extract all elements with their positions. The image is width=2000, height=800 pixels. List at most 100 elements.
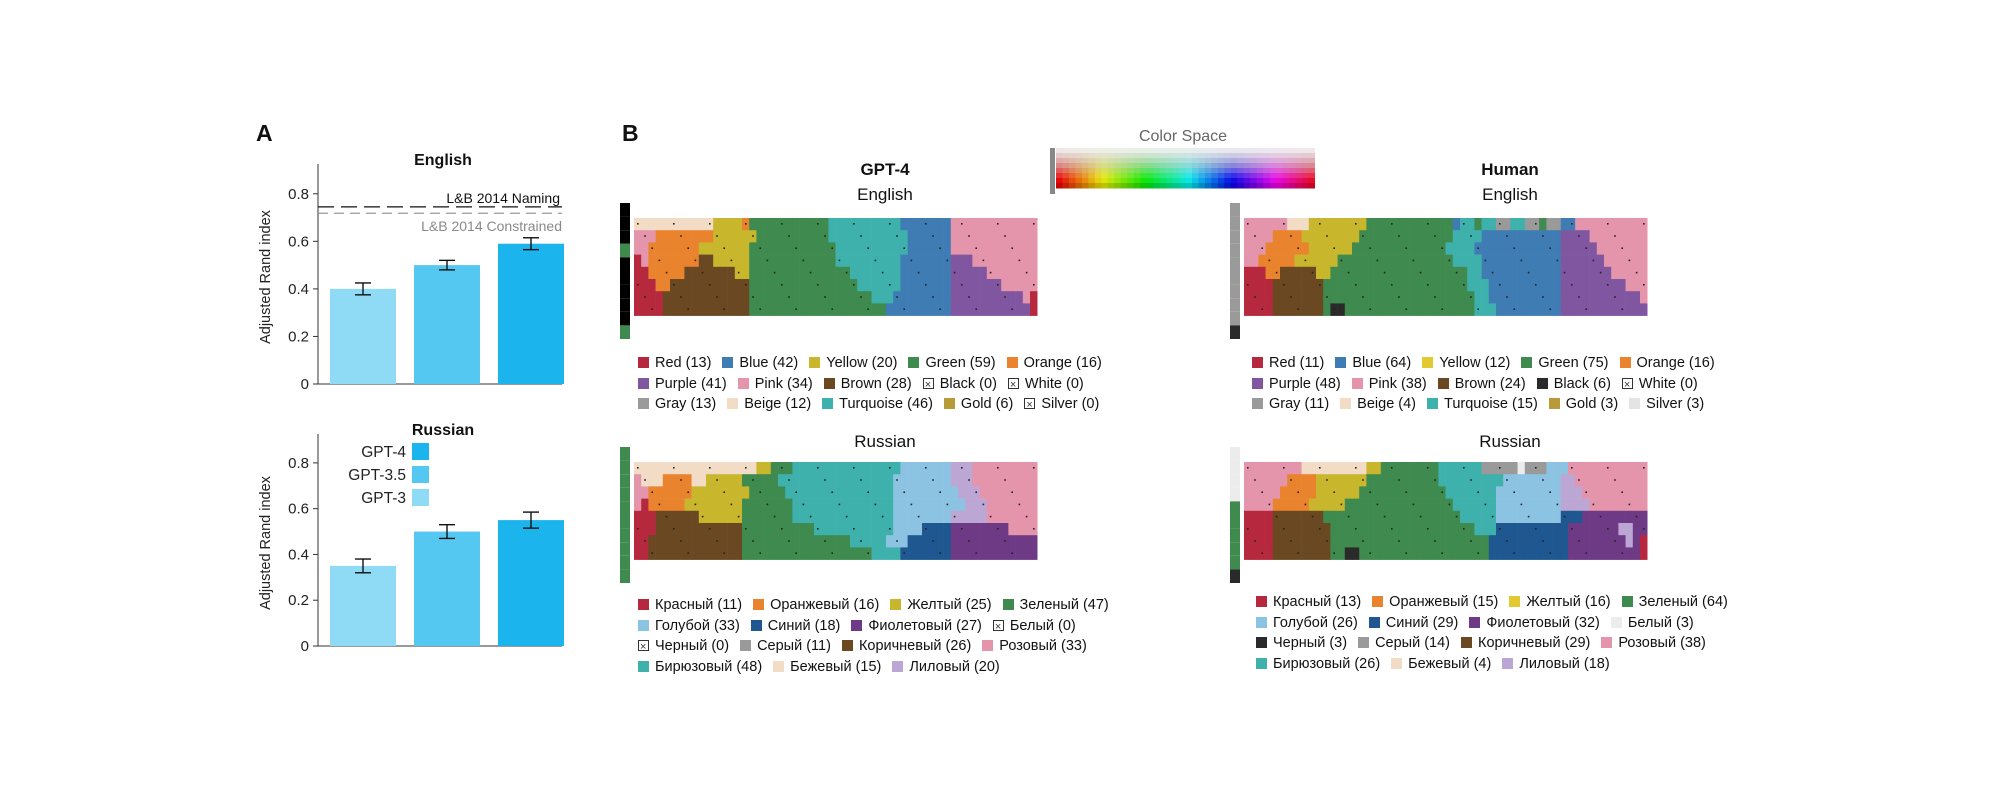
color-chip <box>1301 279 1310 292</box>
color-chip <box>1488 474 1497 487</box>
color-chip <box>806 230 815 243</box>
color-chip <box>1402 254 1410 268</box>
focus-marker <box>1376 503 1379 506</box>
color-space-chip <box>1088 183 1096 189</box>
legend-item: Белый (0) <box>992 616 1076 637</box>
color-space-chip <box>1211 148 1219 154</box>
color-chip <box>842 254 851 268</box>
legend-term: Оранжевый (15) <box>1389 594 1499 610</box>
focus-marker <box>1571 223 1573 225</box>
focus-marker <box>1585 308 1587 310</box>
color-chip <box>763 523 772 536</box>
legend-term: Silver (0) <box>1041 396 1100 412</box>
color-chip <box>1488 535 1497 548</box>
color-chip <box>806 218 815 231</box>
color-space-chip <box>1302 178 1310 184</box>
color-chip <box>850 303 858 316</box>
color-chip <box>1568 230 1576 243</box>
color-chip <box>720 462 728 475</box>
color-chip <box>662 474 671 487</box>
color-chip <box>742 230 750 243</box>
color-chip <box>713 498 721 512</box>
color-chip <box>1272 486 1281 499</box>
color-chip <box>713 266 721 280</box>
chart-title: English <box>414 152 472 169</box>
color-chip <box>684 535 692 548</box>
color-chip <box>1272 547 1281 560</box>
color-chip <box>1395 242 1403 255</box>
color-chip <box>1467 498 1475 512</box>
color-chip <box>850 547 858 560</box>
legend-term: Синий (18) <box>767 617 841 634</box>
focus-marker <box>817 528 819 530</box>
color-chip <box>684 291 692 304</box>
color-chip <box>1395 279 1403 292</box>
focus-marker <box>687 308 689 310</box>
color-chip <box>1294 254 1302 268</box>
color-chip <box>763 510 772 524</box>
color-chip <box>1308 523 1317 536</box>
color-chip <box>1265 510 1274 524</box>
focus-marker <box>1283 528 1285 530</box>
color-chip <box>1015 266 1024 280</box>
color-chip <box>670 291 678 304</box>
color-chip <box>1560 279 1569 292</box>
color-chip <box>1524 474 1533 487</box>
focus-marker <box>802 259 805 262</box>
legend-row: Голубой (26) Синий (29) Фиолетовый (32) Бел… <box>1256 613 1739 634</box>
color-chip <box>1445 535 1454 548</box>
color-chip <box>842 230 851 243</box>
color-chip <box>857 303 865 316</box>
color-chip <box>1301 266 1310 280</box>
legend-swatch <box>1461 637 1473 648</box>
legend-item: Pink (38) <box>1351 374 1427 394</box>
legend-swatch <box>823 377 835 389</box>
color-chip <box>1380 474 1389 487</box>
achromatic-chip <box>620 460 630 475</box>
focus-marker <box>1607 223 1609 225</box>
color-chip <box>648 498 656 512</box>
color-space-chip <box>1127 173 1135 179</box>
legend-item: Розовый (33) <box>982 636 1087 656</box>
color-chip <box>1582 523 1590 536</box>
color-space-chip <box>1120 153 1128 159</box>
color-chip <box>850 510 858 524</box>
color-chip <box>1373 474 1382 487</box>
color-chip <box>727 218 736 231</box>
color-chip <box>634 486 642 499</box>
color-chip <box>785 266 793 280</box>
color-chip <box>842 523 851 536</box>
focus-marker <box>939 552 941 554</box>
color-chip <box>698 486 707 499</box>
legend-row: Purple (48)Pink (38)Brown (24)Black (6)W… <box>1252 374 1726 395</box>
color-chip <box>1575 266 1583 280</box>
color-chip <box>770 242 779 255</box>
color-chip <box>1510 535 1518 548</box>
color-chip <box>1373 462 1382 475</box>
focus-marker <box>867 552 869 554</box>
color-chip <box>799 523 808 536</box>
legend-swatch <box>1621 596 1633 607</box>
color-chip <box>1265 535 1274 548</box>
color-space-chip <box>1081 163 1089 169</box>
color-chip <box>648 462 656 475</box>
color-space-chip <box>1094 158 1102 164</box>
legend-item: Голубой (33) <box>638 616 740 636</box>
legend-term: Синий (29) <box>1385 614 1459 631</box>
color-space-chip <box>1107 173 1115 179</box>
legend-swatch <box>1502 657 1514 669</box>
legend-item: Red (13) <box>638 353 711 373</box>
color-chip <box>1373 523 1382 536</box>
color-chip <box>792 474 800 487</box>
color-chip <box>900 498 908 512</box>
color-chip <box>1258 498 1266 512</box>
color-chip <box>1632 279 1641 292</box>
color-chip <box>1431 510 1439 524</box>
color-chip <box>1625 486 1634 499</box>
color-chip <box>1294 218 1302 231</box>
color-space-chip <box>1153 158 1161 164</box>
color-chip <box>1488 498 1497 512</box>
color-space-chip <box>1263 163 1271 169</box>
color-space-chip <box>1198 148 1206 154</box>
color-chip <box>756 462 764 475</box>
